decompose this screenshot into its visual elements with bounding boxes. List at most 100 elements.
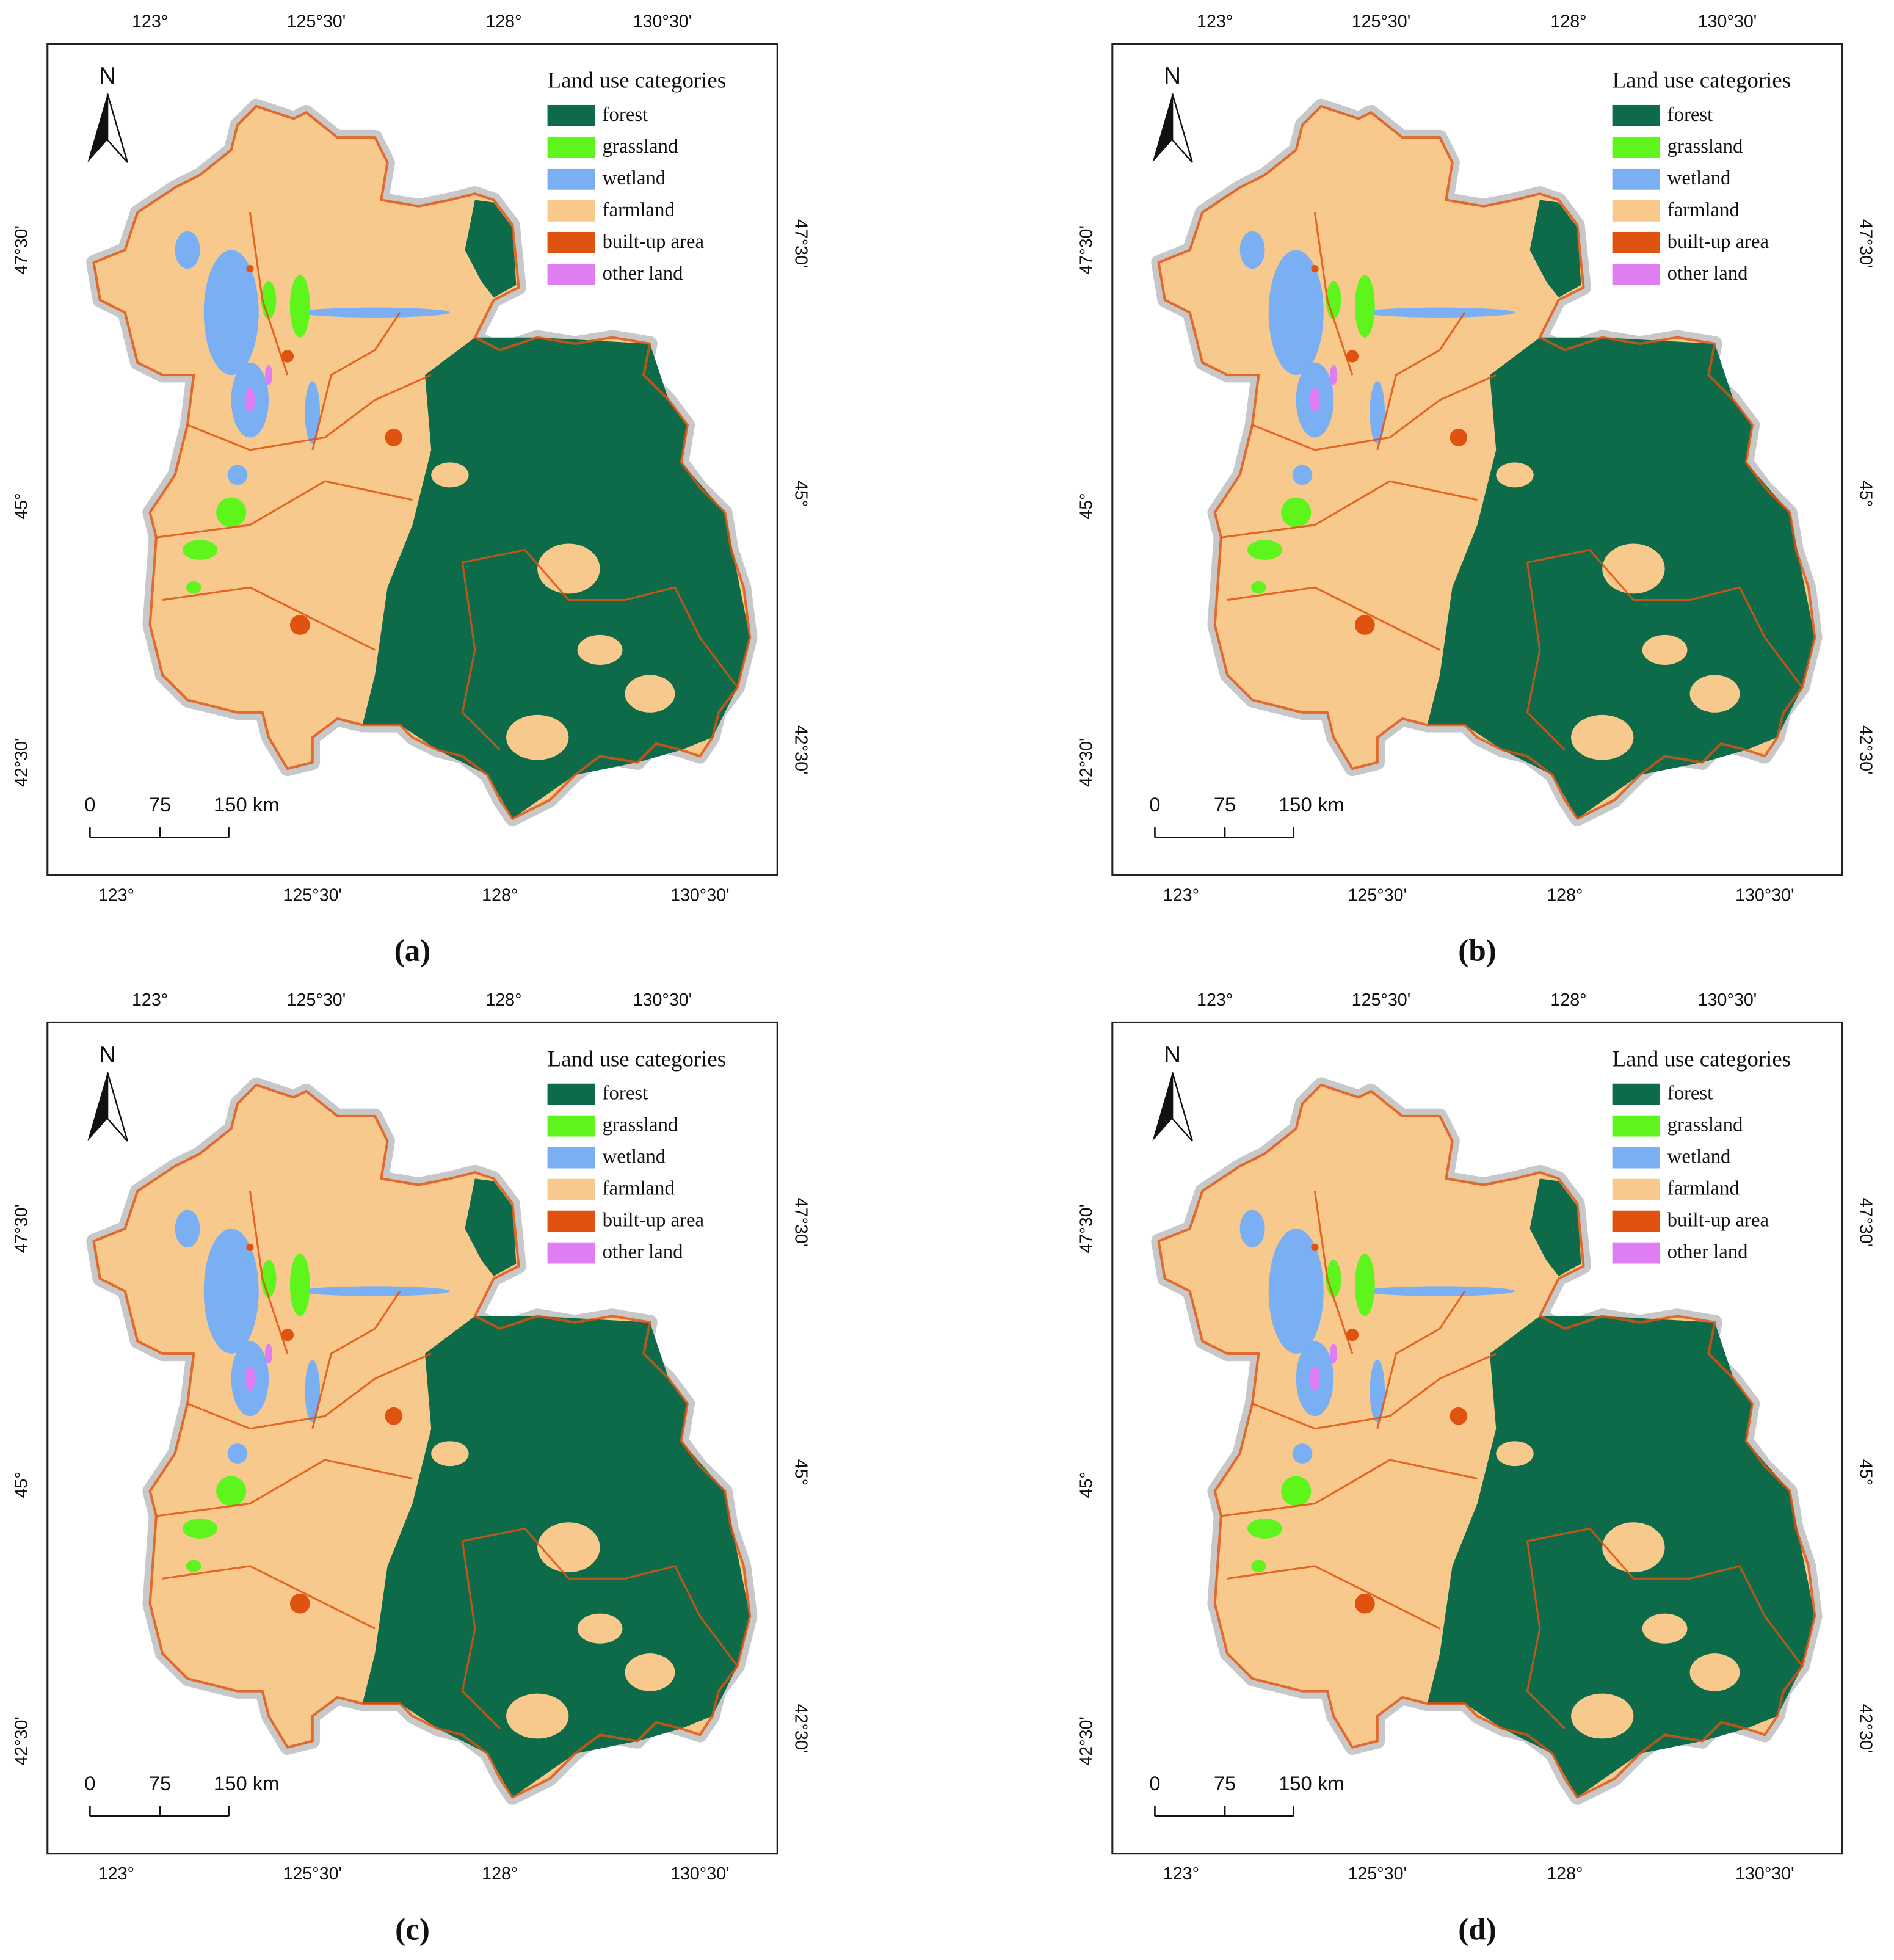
figure-content: N Land use categories forest grassland wetla… bbox=[12, 12, 1875, 1947]
legend-swatch bbox=[1612, 231, 1660, 253]
graticule-top: 125°30' bbox=[1352, 12, 1411, 31]
graticule-right: 47°30' bbox=[791, 219, 811, 269]
graticule-left: 47°30' bbox=[12, 1204, 31, 1254]
admin-boundary bbox=[1252, 374, 1497, 451]
built-up-patch bbox=[1346, 1328, 1359, 1341]
scale-bar-label: 0 bbox=[1149, 1772, 1160, 1795]
admin-boundary bbox=[1376, 311, 1466, 451]
admin-boundary bbox=[187, 374, 432, 451]
wetland-patch bbox=[305, 1360, 321, 1423]
graticule-top: 128° bbox=[485, 990, 521, 1010]
legend-swatch bbox=[547, 104, 595, 126]
built-up-patch bbox=[281, 1328, 294, 1341]
graticule-left: 45° bbox=[12, 1472, 31, 1498]
wetland-patch bbox=[1365, 1286, 1515, 1296]
wetland-patch bbox=[305, 381, 321, 444]
other-land-patch bbox=[1310, 1366, 1320, 1392]
graticule-top: 123° bbox=[132, 12, 168, 31]
graticule-bottom: 128° bbox=[1547, 885, 1583, 905]
built-up-patch bbox=[1450, 1407, 1468, 1425]
wetland-patch bbox=[1268, 1229, 1324, 1354]
farmland-patch bbox=[431, 1441, 469, 1467]
wetland-patch bbox=[1370, 1360, 1385, 1423]
admin-boundary bbox=[311, 1290, 401, 1429]
scale-bar-label: 150 km bbox=[1279, 793, 1344, 816]
graticule-right: 42°30' bbox=[1856, 1704, 1876, 1754]
graticule-bottom: 130°30' bbox=[670, 1864, 730, 1884]
built-up-patch bbox=[1346, 350, 1359, 363]
legend-swatch bbox=[547, 231, 595, 253]
map-panel: N Land use categories forest grassland wetla… bbox=[1076, 12, 1875, 968]
legend-title: Land use categories bbox=[1613, 1046, 1791, 1071]
map-panel: N Land use categories forest grassland wetla… bbox=[12, 990, 810, 1947]
legend-label: built-up area bbox=[1667, 231, 1769, 253]
legend-swatch bbox=[547, 136, 595, 158]
admin-boundary bbox=[1526, 1541, 1566, 1730]
graticule-bottom: 123° bbox=[1163, 1864, 1199, 1884]
panel-caption: (c) bbox=[395, 1912, 430, 1947]
graticule-top: 125°30' bbox=[287, 990, 346, 1010]
built-up-patch bbox=[385, 429, 403, 446]
grassland-patch bbox=[1247, 540, 1283, 561]
scale-bar-label: 0 bbox=[1149, 793, 1160, 816]
legend-title: Land use categories bbox=[1613, 68, 1791, 93]
built-up-patch bbox=[1450, 429, 1468, 446]
grassland-patch bbox=[289, 1254, 310, 1316]
other-land-patch bbox=[264, 365, 273, 385]
admin-boundary bbox=[461, 1541, 501, 1730]
farmland-patch bbox=[537, 543, 600, 594]
graticule-top: 123° bbox=[132, 990, 168, 1010]
farmland-patch bbox=[1496, 462, 1534, 488]
north-arrow bbox=[106, 1072, 128, 1142]
other-land-patch bbox=[245, 387, 255, 413]
farmland-patch bbox=[506, 714, 569, 760]
forest-area bbox=[1529, 1178, 1581, 1276]
wetland-patch bbox=[1370, 381, 1385, 444]
graticule-top: 130°30' bbox=[633, 990, 692, 1010]
scale-bar-label: 0 bbox=[84, 793, 95, 816]
grassland-patch bbox=[261, 281, 277, 319]
legend-swatch bbox=[547, 1210, 595, 1232]
graticule-bottom: 128° bbox=[482, 1864, 518, 1884]
legend-swatch bbox=[1612, 1178, 1660, 1200]
built-up-patch bbox=[1311, 1243, 1319, 1252]
graticule-left: 47°30' bbox=[1076, 1204, 1096, 1254]
panel-caption: (d) bbox=[1458, 1912, 1497, 1947]
legend-label: forest bbox=[1667, 104, 1713, 126]
graticule-left: 45° bbox=[1076, 493, 1096, 519]
scale-bar-label: 150 km bbox=[214, 1772, 279, 1795]
graticule-top: 130°30' bbox=[1698, 12, 1757, 31]
graticule-top: 128° bbox=[1550, 12, 1586, 31]
wetland-patch bbox=[300, 307, 450, 318]
built-up-patch bbox=[289, 1593, 310, 1614]
legend-swatch bbox=[1612, 1210, 1660, 1232]
graticule-bottom: 130°30' bbox=[1735, 885, 1794, 905]
graticule-bottom: 125°30' bbox=[1348, 885, 1407, 905]
legend-label: farmland bbox=[1667, 1178, 1740, 1200]
graticule-right: 47°30' bbox=[791, 1198, 811, 1247]
graticule-right: 47°30' bbox=[1856, 219, 1876, 269]
farmland-patch bbox=[1602, 1522, 1665, 1573]
admin-boundary bbox=[1221, 480, 1478, 539]
grassland-patch bbox=[1281, 1476, 1312, 1506]
farmland-patch bbox=[625, 1653, 675, 1691]
graticule-bottom: 128° bbox=[1547, 1864, 1583, 1884]
north-label: N bbox=[1164, 63, 1181, 89]
graticule-bottom: 123° bbox=[1163, 885, 1199, 905]
graticule-left: 42°30' bbox=[12, 738, 31, 787]
legend-label: built-up area bbox=[603, 1210, 705, 1232]
graticule-left: 47°30' bbox=[1076, 225, 1096, 275]
legend-label: grassland bbox=[1667, 136, 1743, 158]
grassland-patch bbox=[1326, 1260, 1341, 1298]
wetland-patch bbox=[1292, 1443, 1313, 1464]
legend-swatch bbox=[1612, 263, 1660, 285]
scale-bar-label: 150 km bbox=[214, 793, 279, 816]
graticule-left: 45° bbox=[1076, 1472, 1096, 1498]
legend-swatch bbox=[1612, 200, 1660, 222]
graticule-left: 42°30' bbox=[12, 1716, 31, 1766]
legend-label: other land bbox=[603, 263, 683, 285]
graticule-right: 45° bbox=[791, 1459, 811, 1486]
legend-swatch bbox=[1612, 1242, 1660, 1264]
